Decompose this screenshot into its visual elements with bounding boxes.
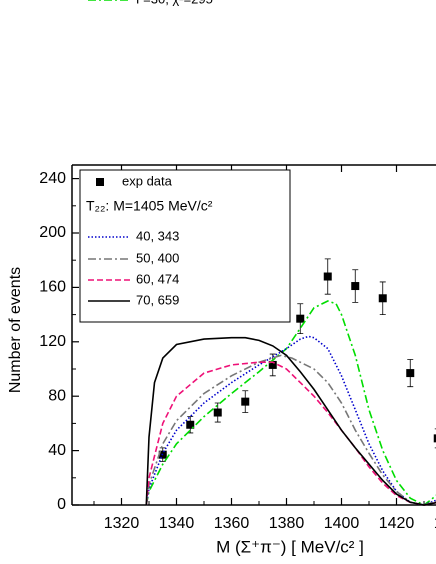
legend-title: T₂₂: M=1405 MeV/c² (86, 198, 213, 214)
y-tick-label: 40 (48, 442, 66, 459)
data-point (186, 420, 195, 429)
data-point (433, 434, 436, 443)
curve (145, 300, 436, 506)
legend-marker (96, 178, 104, 186)
curve (145, 361, 436, 506)
y-axis-label: Number of events (7, 267, 24, 393)
x-tick-label: 1380 (269, 515, 305, 532)
x-tick-label: 1420 (379, 515, 415, 532)
data-point (351, 282, 360, 291)
x-tick-label: 1320 (104, 515, 140, 532)
x-axis-label: M (Σ⁺π⁻) [ MeV/c² ] (216, 537, 364, 556)
legend-box (79, 169, 291, 323)
y-tick-label: 160 (39, 279, 66, 296)
data-point (213, 408, 222, 417)
y-tick-label: 240 (39, 170, 66, 187)
y-tick-label: 200 (39, 224, 66, 241)
legend-label: 50, 400 (136, 250, 179, 265)
data-point (378, 294, 387, 303)
data-point (268, 360, 277, 369)
data-point (296, 314, 305, 323)
curve (145, 354, 436, 506)
data-point (323, 272, 332, 281)
x-tick-label: 1400 (324, 515, 360, 532)
x-tick-label: 1360 (214, 515, 250, 532)
legend-label: 40, 343 (136, 228, 179, 243)
x-tick-label: 1340 (159, 515, 195, 532)
legend-label: Γ=30, χ²=295 (136, 0, 213, 6)
legend-label: 70, 659 (136, 292, 179, 307)
data-point (241, 397, 250, 406)
data-point (406, 369, 415, 378)
y-tick-label: 120 (39, 333, 66, 350)
legend-label: 60, 474 (136, 271, 179, 286)
curve (145, 336, 436, 506)
y-tick-label: 0 (57, 496, 66, 513)
legend-label: exp data (122, 173, 173, 188)
y-tick-label: 80 (48, 387, 66, 404)
x-tick-label: 1440 (434, 515, 436, 532)
